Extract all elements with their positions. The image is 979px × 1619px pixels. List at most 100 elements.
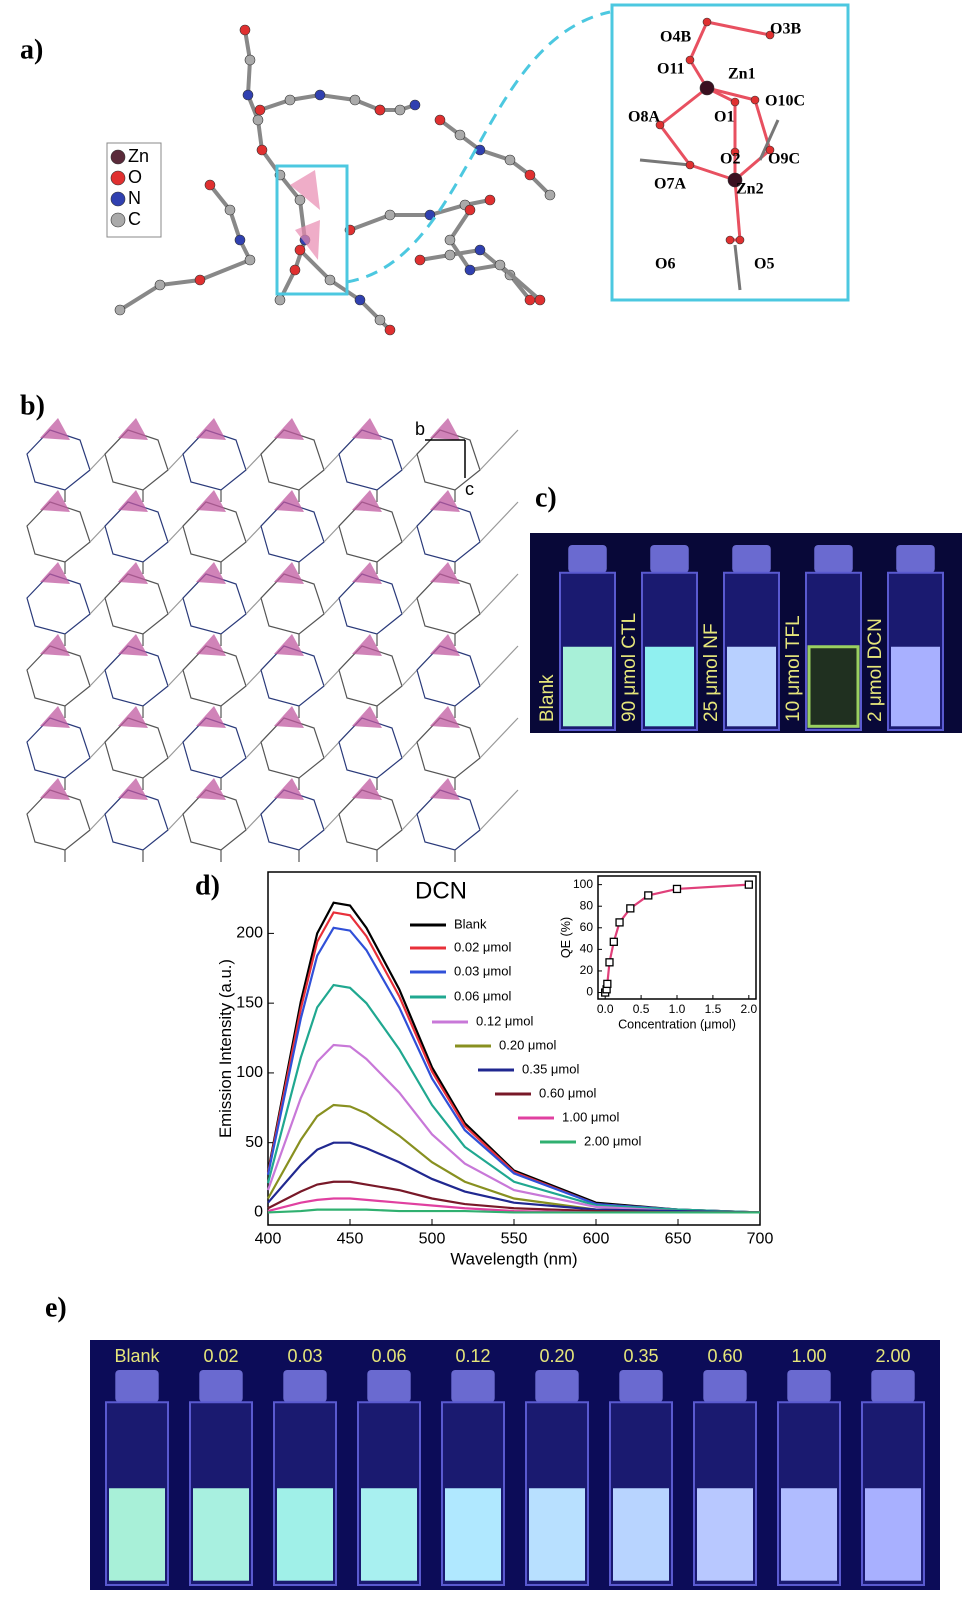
vial-cap bbox=[896, 545, 935, 573]
zn-node bbox=[352, 706, 382, 728]
atom-ball bbox=[409, 99, 421, 111]
zn-node bbox=[430, 418, 460, 440]
vial-label: 25 μmol NF bbox=[701, 623, 722, 722]
atom-ball bbox=[110, 149, 126, 165]
plot-frame bbox=[597, 875, 757, 1000]
zn-node bbox=[274, 778, 304, 800]
x-axis-label: Wavelength (nm) bbox=[450, 1250, 577, 1269]
polyhedron bbox=[290, 170, 320, 260]
vial-cap bbox=[199, 1370, 243, 1403]
panel-label: d) bbox=[195, 870, 220, 901]
data-line bbox=[266, 926, 761, 1214]
panel-label: e) bbox=[45, 1292, 67, 1323]
vial-cap bbox=[703, 1370, 747, 1403]
framework-link bbox=[479, 789, 519, 831]
x-tick-label: 1.5 bbox=[705, 1002, 722, 1016]
zoom-bond bbox=[758, 119, 780, 161]
vial-label: 0.35 bbox=[623, 1346, 658, 1366]
atom-ball bbox=[434, 114, 446, 126]
zn-node bbox=[274, 490, 304, 512]
y-tick-label: 100 bbox=[236, 1064, 263, 1081]
zn-node bbox=[118, 706, 148, 728]
zn-node bbox=[118, 490, 148, 512]
x-tick-label: 0.5 bbox=[633, 1002, 650, 1016]
atom-ball bbox=[702, 17, 712, 27]
vial-label: 0.06 bbox=[371, 1346, 406, 1366]
vial-cap bbox=[650, 545, 689, 573]
atom-ball bbox=[256, 144, 268, 156]
atom-ball bbox=[274, 294, 286, 306]
vial-label: 0.20 bbox=[539, 1346, 574, 1366]
zn-node bbox=[274, 634, 304, 656]
atom-ball bbox=[114, 304, 126, 316]
atom-ball bbox=[534, 294, 546, 306]
zn-node bbox=[40, 706, 70, 728]
atom-ball bbox=[242, 89, 254, 101]
atom-ball bbox=[444, 249, 456, 261]
legend-label: 0.12 μmol bbox=[476, 1013, 533, 1028]
atom-ball bbox=[765, 30, 775, 40]
vial-label: 90 μmol CTL bbox=[619, 613, 640, 722]
zn-node bbox=[274, 562, 304, 584]
atom-ball bbox=[354, 294, 366, 306]
zn-node bbox=[40, 562, 70, 584]
framework bbox=[26, 418, 519, 862]
atom-ball bbox=[484, 194, 496, 206]
vial-label: 2 μmol DCN bbox=[865, 618, 886, 722]
atom-ball bbox=[110, 212, 126, 228]
data-line bbox=[267, 1141, 761, 1214]
atom-ball bbox=[294, 244, 306, 256]
atom-ball bbox=[524, 169, 536, 181]
atom-ball bbox=[454, 129, 466, 141]
vial-cap bbox=[732, 545, 771, 573]
y-tick-label: 50 bbox=[245, 1134, 263, 1151]
atom-ball bbox=[765, 145, 775, 155]
zn-node bbox=[352, 562, 382, 584]
atom-label: O8A bbox=[628, 109, 660, 126]
y-axis-label: QE (%) bbox=[559, 917, 573, 958]
atom-ball bbox=[444, 234, 456, 246]
x-tick-label: 400 bbox=[255, 1231, 282, 1248]
atom-ball bbox=[224, 204, 236, 216]
atom-ball bbox=[314, 89, 326, 101]
vial-cap bbox=[115, 1370, 159, 1403]
axis-letter: b bbox=[415, 419, 425, 439]
atom-ball bbox=[110, 191, 126, 207]
vial-liquid bbox=[891, 646, 940, 727]
zn-node bbox=[196, 634, 226, 656]
zn-node bbox=[196, 778, 226, 800]
atom-label: O1 bbox=[714, 109, 734, 126]
y-tick-label: 150 bbox=[236, 994, 263, 1011]
framework-link bbox=[479, 501, 519, 543]
atom-ball bbox=[424, 209, 436, 221]
legend-label: 0.02 μmol bbox=[454, 939, 511, 954]
x-tick-label: 1.0 bbox=[669, 1002, 686, 1016]
zn-node bbox=[196, 418, 226, 440]
vial-liquid bbox=[277, 1488, 333, 1581]
zn-node bbox=[196, 706, 226, 728]
data-point bbox=[603, 979, 612, 989]
legend-title: DCN bbox=[415, 877, 467, 904]
atom-ball bbox=[110, 170, 126, 186]
vial-liquid bbox=[563, 646, 612, 727]
vial-liquid bbox=[445, 1488, 501, 1581]
atom-ball bbox=[284, 94, 296, 106]
vial-label: 0.03 bbox=[287, 1346, 322, 1366]
panel-label: b) bbox=[20, 390, 45, 421]
panel-label: a) bbox=[20, 34, 43, 65]
atom-label: O3B bbox=[770, 21, 801, 38]
zn-node bbox=[118, 634, 148, 656]
data-point bbox=[644, 891, 653, 900]
vial-liquid bbox=[529, 1488, 585, 1581]
atom-ball bbox=[374, 104, 386, 116]
vial-cap bbox=[871, 1370, 915, 1403]
atom-ball bbox=[394, 104, 406, 116]
vial-liquid bbox=[807, 645, 860, 728]
zn-node bbox=[352, 490, 382, 512]
y-tick-label: 80 bbox=[580, 898, 594, 912]
vial-label: 0.02 bbox=[203, 1346, 238, 1366]
atom-ball bbox=[324, 274, 336, 286]
zoom-bond bbox=[688, 21, 709, 61]
atom-label: Zn1 bbox=[728, 66, 756, 83]
